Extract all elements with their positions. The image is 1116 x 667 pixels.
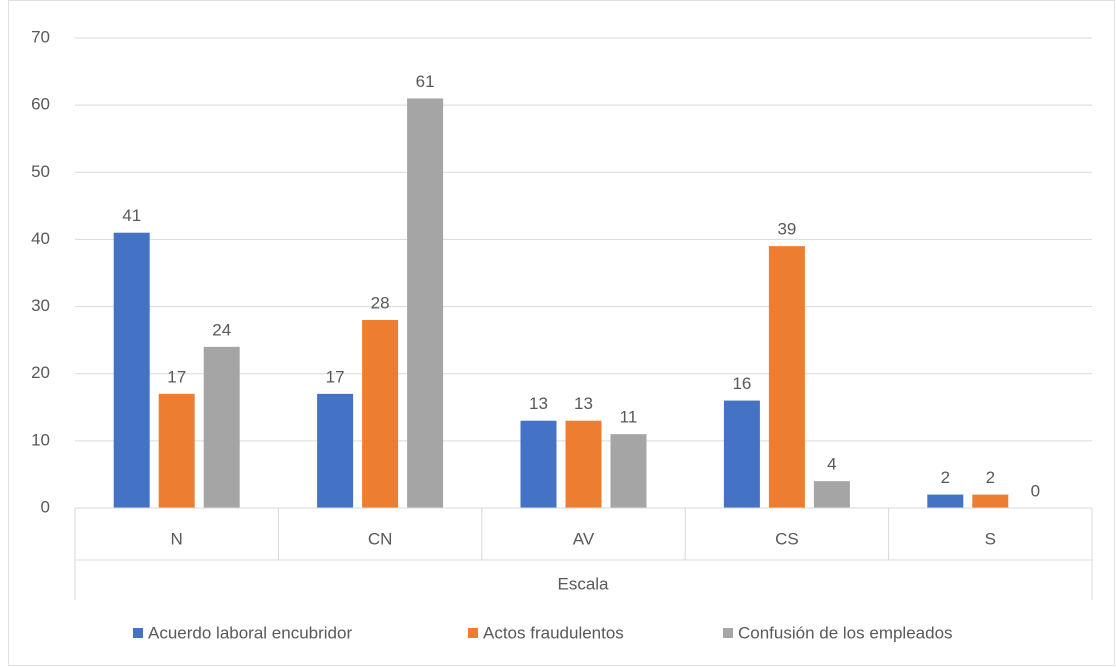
x-tick-label: S (985, 529, 996, 548)
data-label: 13 (574, 394, 593, 413)
data-label: 2 (941, 468, 950, 487)
legend-swatch (723, 628, 733, 638)
y-tick-label: 70 (31, 27, 50, 46)
chart-border (8, 0, 1115, 666)
bar (972, 494, 1009, 508)
data-label: 17 (167, 367, 186, 386)
x-axis-title: Escala (557, 574, 609, 593)
bar (113, 232, 150, 508)
x-tick-label: CS (775, 529, 799, 548)
y-tick-label: 60 (31, 95, 50, 114)
y-tick-label: 40 (31, 229, 50, 248)
legend-swatch (133, 628, 143, 638)
legend-label: Confusión de los empleados (738, 623, 953, 642)
legend-swatch (468, 628, 478, 638)
data-label: 24 (212, 320, 231, 339)
legend-label: Acuerdo laboral encubridor (148, 623, 352, 642)
data-label: 13 (529, 394, 548, 413)
bar (565, 420, 602, 508)
data-label: 28 (371, 293, 390, 312)
y-tick-label: 30 (31, 296, 50, 315)
y-tick-label: 50 (31, 162, 50, 181)
bar (317, 393, 354, 508)
bar (723, 400, 760, 508)
bar (407, 98, 444, 508)
data-label: 16 (732, 374, 751, 393)
bar (158, 393, 195, 508)
data-label: 61 (416, 72, 435, 91)
bar (520, 420, 557, 508)
data-label: 11 (620, 408, 638, 427)
bar (203, 346, 240, 508)
x-tick-label: N (171, 529, 183, 548)
bar (362, 320, 399, 508)
bar (927, 494, 964, 508)
y-tick-label: 0 (41, 497, 50, 516)
data-label: 2 (986, 468, 995, 487)
legend-label: Actos fraudulentos (483, 623, 624, 642)
y-tick-label: 20 (31, 363, 50, 382)
x-tick-label: CN (368, 529, 393, 548)
data-label: 39 (777, 220, 796, 239)
data-label: 4 (827, 455, 836, 474)
data-label: 0 (1031, 481, 1040, 500)
bar (813, 481, 850, 508)
y-tick-label: 10 (31, 430, 50, 449)
data-label: 17 (326, 367, 345, 386)
x-tick-label: AV (573, 529, 595, 548)
data-label: 41 (122, 206, 141, 225)
bar (610, 434, 647, 508)
bar (768, 246, 805, 508)
